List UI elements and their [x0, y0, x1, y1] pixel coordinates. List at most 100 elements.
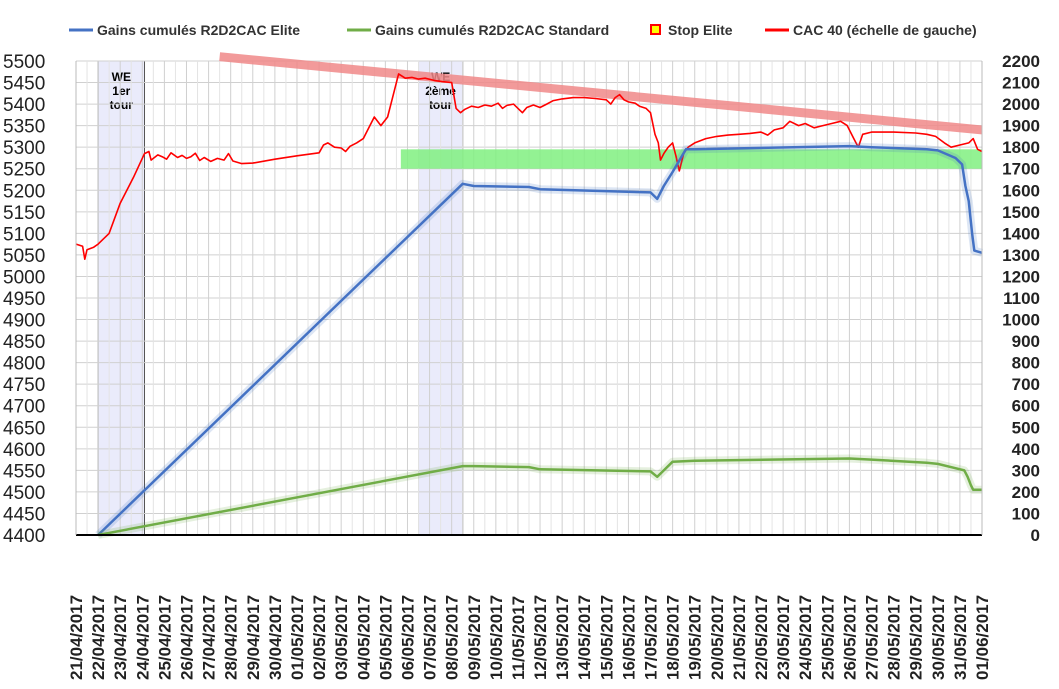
x-tick-label: 11/05/2017 — [509, 596, 528, 680]
y-right-tick-label: 900 — [1012, 332, 1040, 351]
y-right-tick-label: 2200 — [1002, 52, 1040, 71]
y-left-tick-label: 4550 — [3, 461, 45, 482]
x-tick-label: 25/04/2017 — [155, 595, 174, 680]
y-right-tick-label: 2000 — [1002, 95, 1040, 114]
shaded-period-label: 1er — [112, 84, 130, 98]
axes — [75, 61, 983, 536]
y-right-tick-label: 300 — [1012, 461, 1040, 480]
y-left-tick-label: 4450 — [3, 504, 45, 525]
series-line-gains-cumul-s-r2d2cac-elite — [97, 144, 983, 536]
y-left-tick-label: 4900 — [3, 311, 45, 332]
y-left-tick-label: 5250 — [3, 160, 45, 181]
x-tick-label: 26/04/2017 — [177, 595, 196, 680]
series-line-gains-cumul-s-r2d2cac-standard — [97, 457, 982, 537]
tick-labels: 4400445045004550460046504700475048004850… — [3, 52, 1040, 680]
y-right-tick-label: 200 — [1012, 483, 1040, 502]
x-tick-label: 09/05/2017 — [465, 595, 484, 680]
y-right-tick-label: 1100 — [1003, 289, 1040, 308]
y-right-tick-label: 1300 — [1002, 246, 1040, 265]
x-tick-label: 29/05/2017 — [907, 595, 926, 680]
y-left-tick-label: 4600 — [3, 440, 45, 461]
y-right-tick-label: 400 — [1012, 440, 1040, 459]
legend-label-1: Gains cumulés R2D2CAC Elite — [97, 22, 300, 38]
y-right-tick-label: 0 — [1031, 526, 1040, 545]
legend: Gains cumulés R2D2CAC Elite Gains cumulés… — [69, 22, 977, 38]
y-right-tick-label: 100 — [1012, 504, 1040, 523]
y-left-tick-label: 5450 — [3, 74, 45, 95]
y-left-tick-label: 5400 — [3, 95, 45, 116]
y-left-tick-label: 5200 — [3, 181, 45, 202]
x-tick-label: 26/05/2017 — [840, 595, 859, 680]
y-left-tick-label: 5050 — [3, 246, 45, 267]
y-left-tick-label: 4750 — [3, 375, 45, 396]
x-tick-label: 24/04/2017 — [133, 595, 152, 680]
y-left-tick-label: 5000 — [3, 267, 45, 288]
y-right-tick-label: 1600 — [1002, 181, 1040, 200]
x-tick-label: 21/04/2017 — [67, 595, 86, 680]
y-left-tick-label: 5350 — [3, 117, 45, 138]
x-tick-label: 01/05/2017 — [288, 595, 307, 680]
x-tick-label: 03/05/2017 — [332, 595, 351, 680]
series-lines — [75, 73, 984, 539]
y-left-tick-label: 5300 — [3, 138, 45, 159]
x-tick-label: 25/05/2017 — [818, 595, 837, 680]
y-right-tick-label: 1400 — [1002, 224, 1040, 243]
legend-label-3: Stop Elite — [668, 22, 733, 38]
legend-label-4: CAC 40 (échelle de gauche) — [793, 22, 977, 38]
x-tick-label: 08/05/2017 — [443, 595, 462, 680]
x-tick-label: 10/05/2017 — [487, 595, 506, 680]
y-right-tick-label: 1000 — [1002, 311, 1040, 330]
series-line-cac-40-chelle-de-gauche — [75, 73, 983, 261]
legend-marker-stop-elite — [650, 24, 661, 35]
shaded-period-label: tour — [110, 98, 134, 112]
x-tick-label: 04/05/2017 — [354, 595, 373, 680]
x-tick-label: 27/05/2017 — [863, 595, 882, 680]
x-tick-label: 22/05/2017 — [752, 595, 771, 680]
x-tick-label: 23/05/2017 — [774, 595, 793, 680]
y-left-tick-label: 5100 — [3, 224, 45, 245]
x-tick-label: 19/05/2017 — [686, 595, 705, 680]
y-right-tick-label: 600 — [1012, 397, 1040, 416]
x-tick-label: 23/04/2017 — [111, 595, 130, 680]
y-left-tick-label: 4400 — [3, 526, 45, 547]
x-tick-label: 16/05/2017 — [619, 595, 638, 680]
y-right-tick-label: 1500 — [1002, 203, 1040, 222]
x-tick-label: 30/04/2017 — [266, 595, 285, 680]
y-left-tick-label: 4950 — [3, 289, 45, 310]
x-tick-label: 05/05/2017 — [376, 595, 395, 680]
x-tick-label: 17/05/2017 — [642, 595, 661, 680]
x-tick-label: 18/05/2017 — [664, 595, 683, 680]
legend-label-2: Gains cumulés R2D2CAC Standard — [375, 22, 609, 38]
y-left-tick-label: 4650 — [3, 418, 45, 439]
y-left-tick-label: 4500 — [3, 483, 45, 504]
gridlines — [75, 60, 983, 536]
x-tick-label: 15/05/2017 — [597, 595, 616, 680]
x-tick-label: 22/04/2017 — [89, 595, 108, 680]
y-left-tick-label: 5500 — [3, 52, 45, 73]
x-tick-label: 07/05/2017 — [421, 595, 440, 680]
y-right-tick-label: 2100 — [1002, 74, 1040, 93]
x-tick-label: 31/05/2017 — [951, 595, 970, 680]
x-tick-label: 30/05/2017 — [929, 595, 948, 680]
y-right-tick-label: 700 — [1012, 375, 1040, 394]
y-left-tick-label: 4850 — [3, 332, 45, 353]
stop-elite-band — [400, 149, 983, 169]
x-tick-label: 14/05/2017 — [575, 595, 594, 680]
x-tick-label: 01/06/2017 — [973, 595, 992, 680]
y-right-tick-label: 800 — [1012, 354, 1040, 373]
x-tick-label: 21/05/2017 — [730, 595, 749, 680]
y-left-tick-label: 4700 — [3, 397, 45, 418]
y-right-tick-label: 1800 — [1002, 138, 1040, 157]
y-left-tick-label: 4800 — [3, 354, 45, 375]
x-tick-label: 29/04/2017 — [244, 595, 263, 680]
x-tick-label: 28/04/2017 — [222, 595, 241, 680]
y-right-tick-label: 1700 — [1002, 160, 1040, 179]
x-tick-label: 13/05/2017 — [553, 595, 572, 680]
x-tick-label: 24/05/2017 — [796, 595, 815, 680]
x-tick-label: 20/05/2017 — [708, 595, 727, 680]
y-left-tick-label: 5150 — [3, 203, 45, 224]
shaded-period-label: WE — [112, 70, 131, 84]
y-right-tick-label: 1900 — [1002, 117, 1040, 136]
x-tick-label: 28/05/2017 — [885, 595, 904, 680]
